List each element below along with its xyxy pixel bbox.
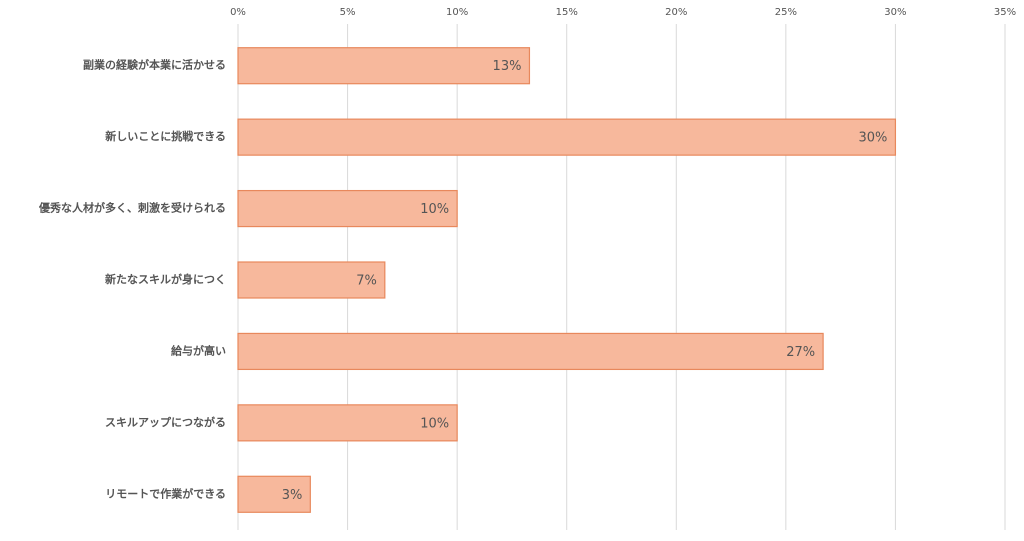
- bar: [237, 404, 458, 442]
- y-tick-label: 新たなスキルが身につく: [105, 272, 226, 286]
- bar: [237, 189, 458, 228]
- data-label: 7%: [356, 274, 377, 289]
- x-tick-label: 10%: [446, 7, 468, 18]
- data-label: 10%: [420, 202, 449, 217]
- bar: [237, 47, 531, 85]
- y-tick-label: 給与が高い: [171, 343, 226, 357]
- y-tick-label: 副業の経験が本業に活かせる: [83, 58, 226, 72]
- data-label: 13%: [493, 59, 522, 74]
- x-tick-label: 25%: [775, 7, 797, 18]
- y-tick-label: スキルアップにつながる: [105, 415, 226, 429]
- y-tick-label: リモートで作業ができる: [105, 486, 226, 500]
- x-tick-label: 0%: [230, 7, 246, 18]
- bar: [237, 118, 897, 156]
- bar: [237, 475, 311, 513]
- x-tick-label: 15%: [556, 7, 578, 18]
- x-tick-label: 30%: [884, 7, 906, 18]
- y-tick-label: 新しいことに挑戦できる: [105, 129, 226, 143]
- data-label: 3%: [282, 488, 303, 503]
- data-label: 30%: [859, 131, 888, 146]
- bar: [237, 261, 386, 299]
- bar: [237, 332, 824, 371]
- data-label: 27%: [786, 345, 815, 360]
- x-tick-label: 35%: [994, 7, 1016, 18]
- x-tick-label: 5%: [340, 7, 356, 18]
- x-tick-label: 20%: [665, 7, 687, 18]
- data-label: 10%: [420, 416, 449, 431]
- y-tick-label: 優秀な人材が多く、刺激を受けられる: [38, 201, 226, 215]
